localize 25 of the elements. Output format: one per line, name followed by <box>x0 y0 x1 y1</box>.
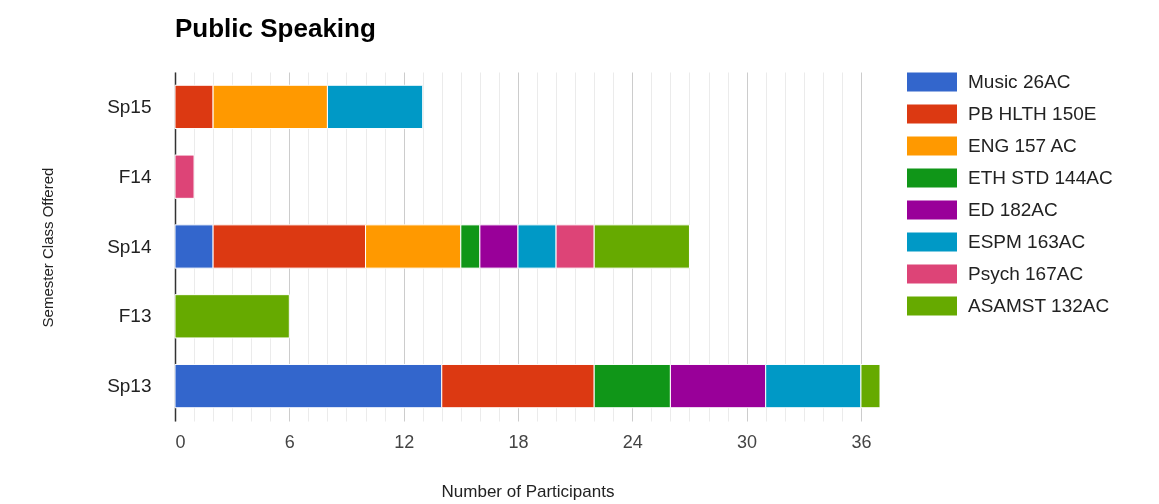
y-tick-label: Sp13 <box>107 375 152 397</box>
legend-label: ASAMST 132AC <box>968 295 1110 316</box>
legend-label: ESPM 163AC <box>968 231 1086 252</box>
x-tick-label: 30 <box>737 431 758 452</box>
bar <box>174 294 290 339</box>
x-tick-label: 18 <box>508 431 529 452</box>
legend-label: PB HLTH 150E <box>968 103 1097 124</box>
x-tick-label: 24 <box>622 431 643 452</box>
legend-label: ENG 157 AC <box>968 135 1077 156</box>
x-tick-label: 6 <box>284 431 295 452</box>
legend-label: Psych 167AC <box>968 263 1084 284</box>
y-tick-label: Sp15 <box>107 95 152 117</box>
x-tick-label: 12 <box>394 431 415 452</box>
x-tick-label: 36 <box>851 431 872 452</box>
y-tick-label: F14 <box>118 165 152 187</box>
legend-label: ETH STD 144AC <box>968 167 1113 188</box>
x-axis-title: Number of Participants <box>441 481 615 501</box>
y-tick-label: F13 <box>118 305 152 327</box>
y-tick-label: Sp14 <box>107 235 152 257</box>
legend-label: ED 182AC <box>968 199 1058 220</box>
x-tick-label: 0 <box>175 431 186 452</box>
chart-title: Public Speaking <box>175 13 376 43</box>
y-axis-title: Semester Class Offered <box>38 167 56 328</box>
legend-label: Music 26AC <box>968 71 1071 92</box>
bar <box>174 154 195 199</box>
